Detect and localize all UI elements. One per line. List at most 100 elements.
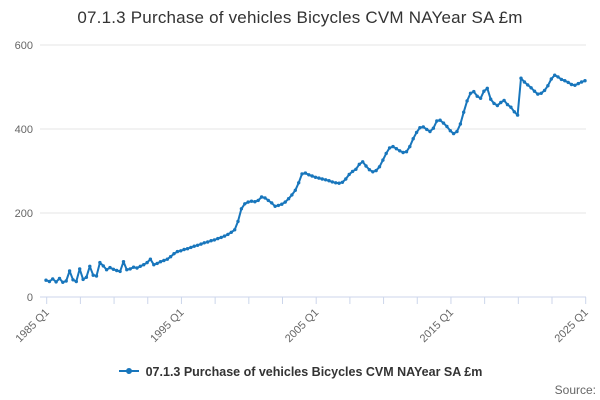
data-point-marker[interactable] <box>414 130 419 135</box>
data-point-marker[interactable] <box>495 103 500 108</box>
data-point-marker[interactable] <box>357 162 361 166</box>
data-point-marker[interactable] <box>387 146 392 150</box>
data-point-marker[interactable] <box>482 89 486 93</box>
data-point-marker[interactable] <box>367 168 372 172</box>
data-point-marker[interactable] <box>88 264 92 268</box>
data-point-marker[interactable] <box>91 273 95 277</box>
data-point-marker[interactable] <box>216 236 220 241</box>
data-point-marker[interactable] <box>98 260 102 265</box>
data-point-marker[interactable] <box>418 126 422 130</box>
data-point-marker[interactable] <box>502 98 506 103</box>
data-point-marker[interactable] <box>266 198 270 203</box>
data-point-marker[interactable] <box>519 76 523 80</box>
data-point-marker[interactable] <box>64 279 68 283</box>
data-point-marker[interactable] <box>313 175 318 179</box>
data-point-marker[interactable] <box>293 188 297 192</box>
data-point-marker[interactable] <box>485 86 489 91</box>
data-point-marker[interactable] <box>445 124 449 129</box>
data-point-marker[interactable] <box>421 125 425 129</box>
data-point-marker[interactable] <box>334 181 338 185</box>
data-point-marker[interactable] <box>158 260 163 264</box>
data-point-marker[interactable] <box>532 89 537 93</box>
data-point-marker[interactable] <box>57 276 62 281</box>
data-point-marker[interactable] <box>297 181 301 185</box>
data-point-marker[interactable] <box>206 240 210 244</box>
data-point-marker[interactable] <box>148 257 153 261</box>
data-point-marker[interactable] <box>115 268 119 273</box>
data-point-marker[interactable] <box>307 173 311 177</box>
data-point-marker[interactable] <box>44 278 48 282</box>
data-point-marker[interactable] <box>310 174 314 178</box>
data-point-marker[interactable] <box>354 167 358 171</box>
data-point-marker[interactable] <box>542 88 547 93</box>
data-point-marker[interactable] <box>394 147 399 151</box>
data-point-marker[interactable] <box>165 257 169 261</box>
data-point-marker[interactable] <box>270 201 274 205</box>
data-point-marker[interactable] <box>539 91 543 96</box>
data-point-marker[interactable] <box>101 264 106 268</box>
data-point-marker[interactable] <box>280 202 284 206</box>
legend-item[interactable]: 07.1.3 Purchase of vehicles Bicycles CVM… <box>0 363 600 381</box>
data-point-marker[interactable] <box>347 172 351 177</box>
data-point-marker[interactable] <box>384 151 388 156</box>
data-point-marker[interactable] <box>155 261 159 266</box>
data-point-marker[interactable] <box>94 274 99 278</box>
data-point-marker[interactable] <box>276 203 281 208</box>
data-point-marker[interactable] <box>556 75 560 79</box>
data-point-marker[interactable] <box>47 279 52 284</box>
data-point-marker[interactable] <box>108 265 112 270</box>
data-point-marker[interactable] <box>526 83 530 87</box>
data-point-marker[interactable] <box>350 169 355 174</box>
data-point-marker[interactable] <box>330 180 334 184</box>
data-point-marker[interactable] <box>451 131 456 136</box>
data-point-marker[interactable] <box>192 244 196 248</box>
data-point-marker[interactable] <box>152 263 156 267</box>
data-point-marker[interactable] <box>249 199 254 203</box>
data-point-marker[interactable] <box>566 80 570 85</box>
data-point-marker[interactable] <box>448 129 452 133</box>
data-point-marker[interactable] <box>219 235 223 240</box>
data-point-marker[interactable] <box>128 267 132 271</box>
data-point-marker[interactable] <box>81 277 85 282</box>
data-point-marker[interactable] <box>364 164 368 168</box>
data-point-marker[interactable] <box>185 247 190 251</box>
data-point-marker[interactable] <box>121 260 126 264</box>
data-point-marker[interactable] <box>458 122 463 126</box>
data-point-marker[interactable] <box>246 200 250 204</box>
data-point-marker[interactable] <box>546 84 550 88</box>
data-point-marker[interactable] <box>522 80 527 84</box>
data-point-marker[interactable] <box>411 137 415 141</box>
data-point-marker[interactable] <box>374 168 378 173</box>
data-point-marker[interactable] <box>286 197 291 201</box>
data-point-marker[interactable] <box>212 238 217 242</box>
data-point-marker[interactable] <box>512 110 516 114</box>
data-point-marker[interactable] <box>428 129 432 134</box>
data-point-marker[interactable] <box>391 144 395 149</box>
data-point-marker[interactable] <box>78 267 82 271</box>
data-point-marker[interactable] <box>67 269 72 273</box>
data-point-marker[interactable] <box>74 279 79 284</box>
data-point-marker[interactable] <box>381 158 385 162</box>
data-point-marker[interactable] <box>195 243 200 247</box>
data-point-marker[interactable] <box>300 172 304 176</box>
data-point-marker[interactable] <box>179 249 183 253</box>
data-point-marker[interactable] <box>505 102 510 107</box>
data-point-marker[interactable] <box>327 179 331 183</box>
data-point-marker[interactable] <box>142 263 146 267</box>
data-point-marker[interactable] <box>202 241 206 245</box>
data-point-marker[interactable] <box>441 121 446 125</box>
data-point-marker[interactable] <box>111 267 116 271</box>
data-point-marker[interactable] <box>515 113 520 117</box>
data-point-marker[interactable] <box>435 119 439 123</box>
data-point-marker[interactable] <box>323 178 328 182</box>
data-point-marker[interactable] <box>168 255 173 259</box>
data-point-marker[interactable] <box>536 92 540 96</box>
data-point-marker[interactable] <box>138 264 142 268</box>
data-point-marker[interactable] <box>377 165 382 169</box>
data-point-marker[interactable] <box>475 94 479 98</box>
data-point-marker[interactable] <box>404 150 409 154</box>
data-point-marker[interactable] <box>283 200 287 204</box>
data-point-marker[interactable] <box>573 83 577 88</box>
data-point-marker[interactable] <box>71 278 75 282</box>
data-point-marker[interactable] <box>492 101 496 106</box>
